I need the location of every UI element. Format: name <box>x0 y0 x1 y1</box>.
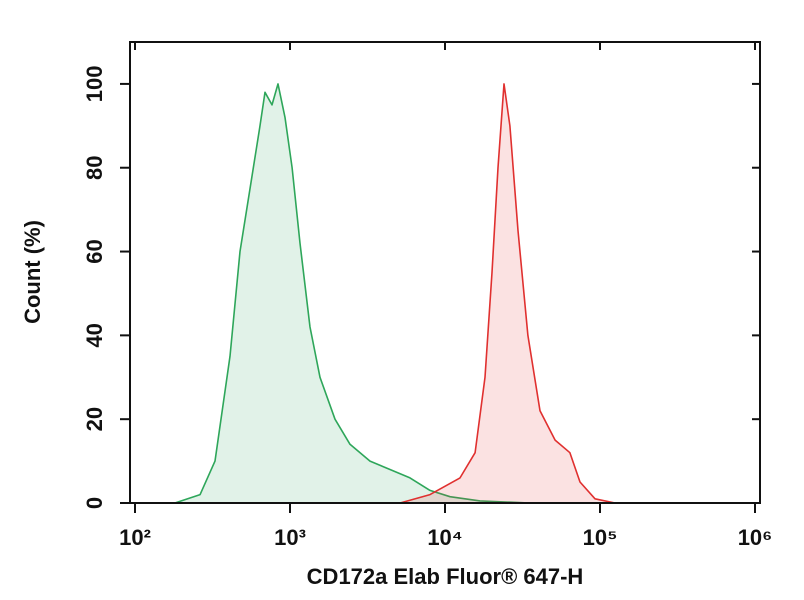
x-tick-label: 10⁶ <box>738 525 773 550</box>
y-tick-label: 60 <box>82 239 107 263</box>
histogram-area <box>174 83 531 504</box>
histogram-area <box>399 83 616 504</box>
x-tick-label: 10² <box>119 525 151 550</box>
y-tick-label: 100 <box>82 66 107 103</box>
y-tick-label: 20 <box>82 407 107 431</box>
x-tick-label: 10⁴ <box>427 525 462 550</box>
x-tick-label: 10⁵ <box>583 525 618 550</box>
y-tick-label: 80 <box>82 155 107 179</box>
y-tick-label: 40 <box>82 323 107 347</box>
y-tick-label: 0 <box>82 497 107 509</box>
x-tick-label: 10³ <box>274 525 306 550</box>
y-axis-title: Count (%) <box>20 220 45 324</box>
x-axis-title: CD172a Elab Fluor® 647-H <box>307 564 584 589</box>
